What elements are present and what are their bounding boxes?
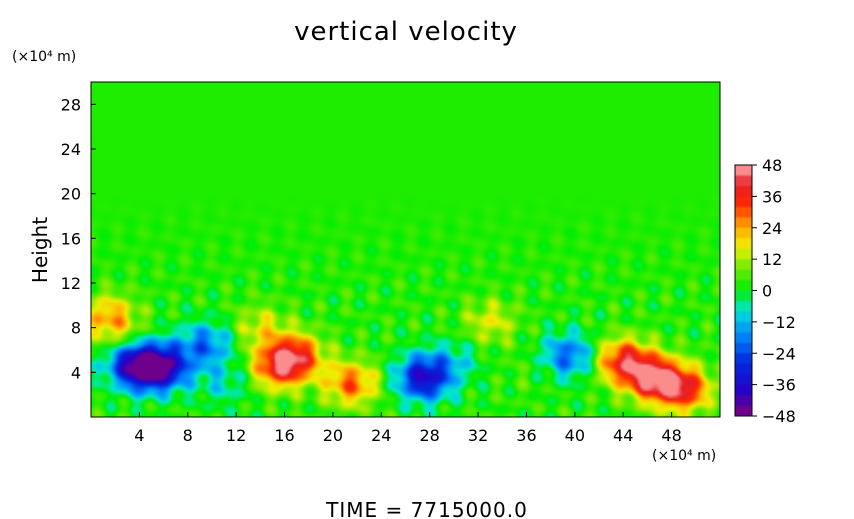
colorbar-tick-label: −24 [762, 344, 796, 363]
x-tick-label: 48 [661, 426, 681, 445]
heatmap-image [91, 82, 720, 417]
x-axis-ticks: 4 8 12 16 20 24 28 32 36 40 44 48 [134, 412, 682, 445]
colorbar-tick-label: 24 [762, 219, 782, 238]
colorbar: 48 36 24 12 0 −12 −24 −36 −48 [734, 156, 796, 426]
colorbar-tick-label: 0 [762, 282, 772, 301]
colorbar-tick-label: −12 [762, 313, 796, 332]
x-unit-label: (×10⁴ m) [652, 448, 716, 464]
x-tick-label: 12 [226, 426, 246, 445]
plot-area [90, 81, 721, 418]
y-tick-label: 12 [61, 274, 81, 293]
colorbar-ticks: 48 36 24 12 0 −12 −24 −36 −48 [752, 156, 796, 426]
x-tick-label: 40 [565, 426, 585, 445]
colorbar-tick-label: 12 [762, 250, 782, 269]
colorbar-tick-label: −48 [762, 407, 796, 426]
chart-title: vertical velocity [294, 17, 518, 47]
plot-frame [90, 81, 721, 418]
y-tick-label: 8 [71, 319, 81, 338]
colorbar-tick-label: 36 [762, 187, 782, 206]
y-tick-label: 28 [61, 95, 81, 114]
x-tick-label: 20 [323, 426, 343, 445]
x-tick-label: 24 [371, 426, 391, 445]
x-tick-label: 44 [613, 426, 633, 445]
x-tick-label: 4 [134, 426, 144, 445]
x-tick-label: 36 [516, 426, 536, 445]
y-tick-label: 24 [61, 140, 81, 159]
x-tick-label: 28 [420, 426, 440, 445]
y-tick-label: 16 [61, 229, 81, 248]
x-tick-label: 32 [468, 426, 488, 445]
y-axis-ticks: 4 8 12 16 20 24 28 [61, 95, 96, 382]
y-axis-label: Height [28, 217, 52, 283]
colorbar-image [735, 165, 752, 416]
y-tick-label: 20 [61, 185, 81, 204]
x-tick-label: 8 [183, 426, 193, 445]
time-readout: TIME = 7715000.0 [325, 498, 528, 519]
colorbar-tick-label: −36 [762, 376, 796, 395]
colorbar-tick-label: 48 [762, 156, 782, 175]
y-unit-label: (×10⁴ m) [12, 49, 76, 65]
x-tick-label: 16 [274, 426, 294, 445]
y-tick-label: 4 [71, 363, 81, 382]
